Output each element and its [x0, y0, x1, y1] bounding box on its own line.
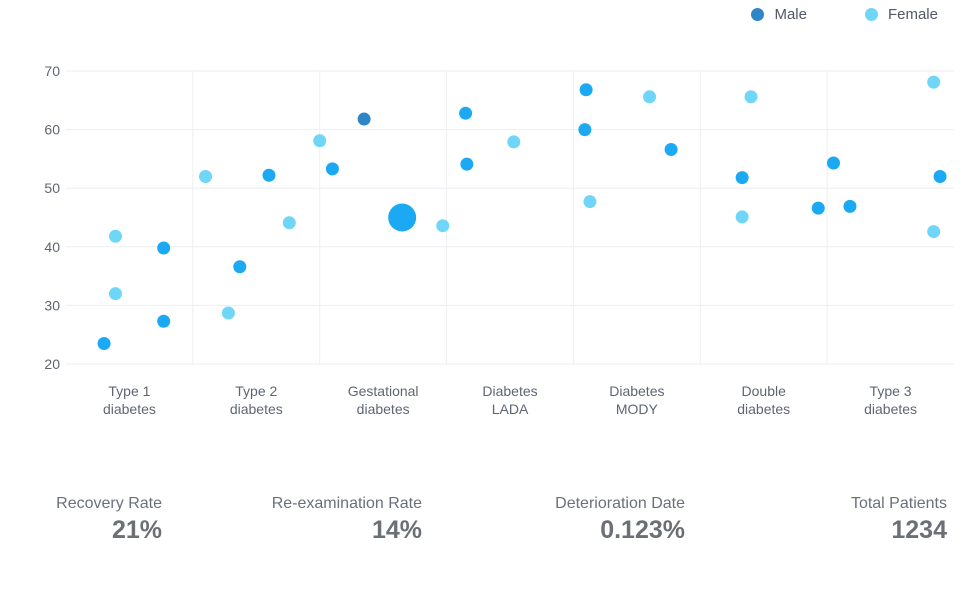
male-point: [388, 203, 417, 232]
female-point: [507, 135, 521, 149]
female-point: [735, 210, 749, 224]
x-tick-label: Double: [742, 383, 787, 399]
stat-deterioration-date: Deterioration Date 0.123%: [555, 494, 685, 546]
female-point: [927, 75, 941, 89]
female-point: [313, 134, 327, 148]
female-point: [927, 225, 941, 239]
x-tick-label: Type 3: [870, 383, 912, 399]
scatter-chart: 20 30 40 50 60 70 Type 1 diabetes Type 2 diabetes…: [44, 63, 954, 417]
stat-reexamination-rate: Re-examination Rate 14%: [272, 494, 422, 546]
legend-item-male[interactable]: Male: [751, 6, 807, 23]
stat-label: Re-examination Rate: [271, 495, 422, 512]
female-point: [436, 219, 450, 233]
male-point: [325, 162, 339, 176]
x-tick-label: diabetes: [357, 401, 410, 417]
stat-value: 14%: [371, 516, 422, 544]
x-tick-label: Type 1: [108, 383, 150, 399]
stat-value: 1234: [891, 516, 947, 544]
stat-value: 21%: [111, 516, 162, 544]
male-point: [579, 83, 593, 97]
x-tick-label: diabetes: [737, 401, 790, 417]
legend-item-female[interactable]: Female: [864, 6, 938, 23]
male-point: [664, 143, 678, 157]
male-point: [578, 123, 592, 137]
male-point: [357, 112, 371, 126]
y-tick-label: 30: [44, 297, 60, 313]
legend-label-male: Male: [774, 6, 807, 23]
x-tick-label: LADA: [492, 401, 529, 417]
male-point: [97, 336, 111, 350]
female-point: [199, 169, 213, 183]
male-point: [262, 168, 276, 182]
x-tick-label: Gestational: [348, 383, 419, 399]
x-tick-label: MODY: [616, 401, 659, 417]
female-point: [643, 90, 657, 104]
female-point: [744, 90, 758, 104]
male-point: [460, 157, 474, 171]
stat-total-patients: Total Patients 1234: [851, 494, 947, 546]
x-tick-label: Diabetes: [609, 383, 664, 399]
male-point: [811, 201, 825, 215]
stat-label: Deterioration Date: [555, 495, 685, 512]
legend-swatch-male: [751, 8, 765, 21]
male-point: [843, 199, 857, 213]
stat-label: Recovery Rate: [56, 495, 162, 512]
y-tick-label: 20: [44, 356, 60, 372]
male-point: [157, 314, 171, 328]
stat-recovery-rate: Recovery Rate 21%: [56, 494, 162, 546]
y-tick-label: 60: [44, 122, 60, 138]
x-tick-label: diabetes: [864, 401, 917, 417]
female-point: [108, 229, 122, 243]
male-point: [933, 169, 947, 183]
x-tick-label: Diabetes: [482, 383, 537, 399]
x-tick-label: diabetes: [103, 401, 156, 417]
y-tick-label: 50: [44, 180, 60, 196]
male-point: [157, 241, 171, 255]
chart-legend: Male Female: [751, 6, 938, 23]
y-tick-label: 70: [44, 63, 60, 79]
male-point: [459, 106, 473, 120]
legend-swatch-female: [864, 8, 878, 21]
y-tick-label: 40: [44, 239, 60, 255]
legend-label-female: Female: [887, 6, 938, 23]
male-point: [735, 171, 749, 185]
female-point: [282, 216, 296, 230]
female-point: [583, 195, 597, 209]
male-point: [826, 156, 840, 170]
female-point: [108, 287, 122, 301]
x-tick-label: Type 2: [235, 383, 277, 399]
female-point: [221, 306, 235, 320]
x-tick-label: diabetes: [230, 401, 283, 417]
stat-value: 0.123%: [600, 516, 685, 544]
male-point: [233, 260, 247, 274]
stat-label: Total Patients: [850, 495, 947, 512]
